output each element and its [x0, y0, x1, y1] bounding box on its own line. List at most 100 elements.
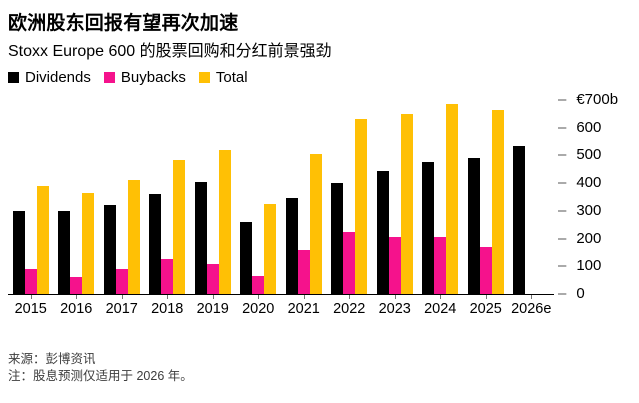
y-axis-label-100: –100	[558, 257, 601, 274]
y-tick-text: 100	[576, 257, 602, 275]
bar-total-2020	[264, 203, 277, 294]
x-axis-label-2026e: 2026e	[511, 301, 552, 317]
bar-total-2022	[355, 119, 368, 294]
y-tick-text: 200	[576, 229, 602, 247]
x-tick-mark	[167, 295, 169, 299]
bar-group-2019	[190, 100, 236, 299]
buybacks-swatch-icon	[103, 72, 115, 83]
bar-total-2017	[127, 180, 140, 294]
y-tick-dash: –	[558, 118, 567, 136]
y-axis-label-400: –400	[558, 174, 601, 191]
x-axis-label-2020: 2020	[242, 301, 275, 317]
y-tick-dash: –	[558, 285, 567, 302]
bar-group-2017	[99, 100, 145, 299]
bar-dividends-2020	[240, 221, 253, 294]
x-axis-label-2019: 2019	[196, 301, 229, 317]
legend-item-total: Total	[198, 69, 248, 86]
bar-dividends-2017	[103, 205, 116, 294]
x-tick-mark	[485, 295, 487, 299]
x-axis-label-2018: 2018	[151, 301, 184, 317]
legend-label: Dividends	[25, 69, 91, 86]
y-axis-label-500: –500	[558, 146, 601, 163]
bar-buybacks-2021	[297, 249, 310, 294]
chart-subtitle: Stoxx Europe 600 的股票回购和分红前景强劲	[8, 43, 332, 60]
bar-buybacks-2018	[161, 259, 174, 294]
bar-dividends-2022	[331, 183, 344, 294]
bar-total-2016	[82, 192, 95, 294]
x-tick-mark	[30, 295, 32, 299]
y-tick-text: 400	[576, 174, 602, 192]
bar-group-2026e	[509, 100, 555, 299]
bar-buybacks-2019	[206, 263, 219, 294]
bar-dividends-2023	[376, 170, 389, 294]
bar-total-2015	[36, 185, 49, 294]
bar-buybacks-2023	[388, 237, 401, 294]
bar-group-2015	[8, 100, 54, 299]
y-tick-dash: –	[558, 201, 567, 219]
y-tick-text: 500	[576, 146, 602, 164]
legend-label: Total	[215, 69, 248, 86]
forecast-note: 注：股息预测仅适用于 2026 年。	[8, 368, 193, 383]
bar-group-2016	[54, 100, 100, 299]
x-axis-label-2021: 2021	[287, 301, 320, 317]
x-tick-mark	[531, 295, 533, 299]
y-tick-dash: –	[558, 229, 567, 247]
x-axis-label-2024: 2024	[424, 301, 457, 317]
y-axis: – €700b –600–500–400–300–200–100–0	[558, 91, 638, 302]
bar-total-2025	[491, 109, 504, 294]
bar-total-2018	[173, 159, 186, 294]
bar-buybacks-2015	[24, 269, 37, 294]
x-axis-label-2022: 2022	[333, 301, 366, 317]
legend-item-dividends: Dividends	[8, 69, 91, 86]
bar-buybacks-2024	[434, 237, 447, 294]
bar-group-2021	[281, 100, 327, 299]
x-tick-mark	[212, 295, 214, 299]
x-axis-label-2025: 2025	[469, 301, 502, 317]
x-tick-mark	[394, 295, 396, 299]
bar-dividends-2025	[467, 158, 480, 294]
y-tick-text: €700b	[576, 91, 619, 108]
bar-total-2019	[218, 149, 231, 294]
y-tick-dash: –	[558, 146, 567, 164]
x-tick-mark	[440, 295, 442, 299]
bar-buybacks-2020	[252, 276, 265, 294]
y-tick-dash: –	[558, 257, 567, 275]
y-axis-label-600: –600	[558, 119, 601, 136]
dividends-swatch-icon	[8, 72, 19, 83]
y-axis-label-0: –0	[558, 285, 585, 302]
x-axis: 2015 2016 2017 2018 2019 2020 2021 2022 2023 2024…	[8, 301, 554, 317]
bar-dividends-2024	[422, 162, 435, 294]
x-axis-label-2016: 2016	[60, 301, 93, 317]
bar-dividends-2026e	[513, 145, 526, 294]
y-tick-dash: –	[558, 174, 567, 192]
bar-buybacks-2017	[115, 269, 128, 294]
legend: Dividends Buybacks Total	[8, 69, 248, 86]
bar-group-2022	[327, 100, 373, 299]
x-axis-label-2015: 2015	[14, 301, 47, 317]
bar-total-2024	[446, 104, 459, 294]
bar-dividends-2015	[12, 210, 25, 294]
y-tick-text: 0	[576, 285, 585, 302]
bar-dividends-2018	[149, 194, 162, 294]
bar-total-2021	[309, 154, 322, 294]
bar-dividends-2019	[194, 181, 207, 294]
bar-dividends-2016	[58, 210, 71, 294]
y-axis-label-200: –200	[558, 230, 601, 247]
x-tick-mark	[303, 295, 305, 299]
bar-group-2025	[463, 100, 509, 299]
x-tick-mark	[258, 295, 260, 299]
bar-dividends-2021	[285, 198, 298, 294]
footer: 来源：彭博资讯 注：股息预测仅适用于 2026 年。	[8, 351, 193, 384]
bar-group-2024	[418, 100, 464, 299]
bar-group-2023	[372, 100, 418, 299]
x-tick-mark	[121, 295, 123, 299]
legend-item-buybacks: Buybacks	[103, 69, 186, 86]
x-tick-mark	[76, 295, 78, 299]
bar-total-2023	[400, 113, 413, 294]
chart-title: 欧洲股东回报有望再次加速	[8, 13, 239, 34]
plot-area	[8, 100, 555, 299]
x-tick-mark	[349, 295, 351, 299]
x-axis-label-2017: 2017	[105, 301, 138, 317]
bar-group-2018	[145, 100, 191, 299]
